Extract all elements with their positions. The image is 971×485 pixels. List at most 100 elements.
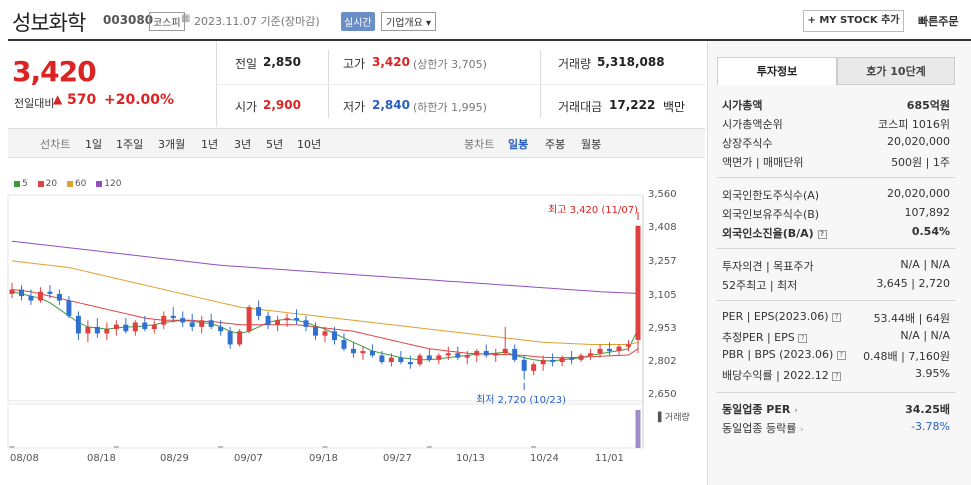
ma-5-line: [11, 291, 639, 362]
period-1w[interactable]: 1주일: [116, 138, 144, 151]
help-icon[interactable]: ?: [817, 229, 827, 239]
chevron-right-icon: ›: [794, 406, 798, 416]
candle-body: [426, 355, 432, 360]
tab-investment-info[interactable]: 투자정보: [717, 57, 837, 85]
period-weekly[interactable]: 주봉: [545, 138, 566, 151]
legend-label: 60: [74, 179, 87, 189]
candle-body: [237, 331, 243, 345]
volume-bar: [113, 446, 119, 448]
candle-body: [445, 353, 451, 356]
candle-body: [578, 355, 584, 360]
period-3m[interactable]: 3개월: [158, 138, 186, 151]
market-badge: 코스피: [149, 12, 185, 31]
high-annotation: 최고 3,420 (11/07): [548, 205, 639, 216]
legend-swatch: [96, 180, 103, 187]
mystock-add-button[interactable]: + MY STOCK 추가: [803, 10, 904, 32]
foreign-ratio-text: 외국인소진율(B/A): [722, 227, 814, 240]
price-chart[interactable]: [0, 0, 705, 485]
per-text: PER | EPS(2023.06): [722, 310, 829, 323]
candle-body: [85, 326, 91, 334]
tab-orderbook[interactable]: 호가 10단계: [837, 57, 955, 85]
period-1d[interactable]: 1일: [85, 138, 103, 151]
high-value: 3,420: [372, 55, 410, 69]
period-3y[interactable]: 3년: [234, 138, 252, 151]
candle-body: [303, 320, 309, 327]
legend-swatch: [14, 180, 20, 187]
y-tick: 3,257: [648, 256, 677, 267]
ma-20-line: [11, 289, 639, 359]
est-per-label: 추정PER | EPS ?: [722, 329, 808, 345]
help-icon[interactable]: ?: [798, 333, 808, 343]
opinion-label: 투자의견 | 목표주가: [722, 260, 814, 273]
help-icon[interactable]: ?: [832, 312, 842, 322]
chart-frame: [7, 194, 644, 402]
header-divider: [8, 39, 971, 41]
shares-label: 상장주식수: [722, 137, 773, 150]
candle-body: [369, 351, 375, 356]
y-tick: 3,560: [648, 189, 677, 200]
candle-body: [331, 331, 337, 341]
change-label: 전일대비: [14, 97, 55, 110]
candle-body: [398, 357, 404, 363]
volume-bar: [322, 446, 328, 448]
help-icon[interactable]: ?: [836, 350, 846, 360]
candle-body: [170, 315, 176, 319]
candle-body: [66, 300, 72, 316]
period-daily[interactable]: 일봉: [508, 138, 529, 151]
legend-label: 5: [22, 179, 28, 189]
candle-body: [275, 320, 281, 325]
ma-120-line: [11, 240, 639, 294]
company-overview-button[interactable]: 기업개요 ▾: [381, 12, 436, 31]
amount-unit: 백만: [663, 100, 686, 114]
candle-body: [597, 348, 603, 354]
volume-legend-label: 거래량: [664, 413, 690, 423]
par-label: 액면가 | 매매단위: [722, 156, 804, 169]
prev-close-label: 전일: [235, 57, 258, 71]
industry-rate-label[interactable]: 동일업종 등락률 ›: [722, 420, 803, 436]
candle-body: [464, 355, 470, 358]
candle-body: [417, 355, 423, 365]
x-tick: 08/18: [87, 453, 116, 464]
est-per-text: 추정PER | EPS: [722, 331, 795, 344]
dividend-value: 3.95%: [915, 367, 950, 380]
panel-divider: [717, 248, 955, 249]
divider: [216, 41, 217, 127]
volume-frame: [7, 403, 644, 449]
candle-body: [142, 322, 148, 330]
foreign-hold-value: 107,892: [904, 206, 951, 219]
candle-body: [540, 359, 546, 365]
per-label: PER | EPS(2023.06) ?: [722, 310, 842, 323]
volume-bar: [635, 410, 641, 448]
candle-body: [502, 348, 508, 354]
rank-label[interactable]: 시가총액순위: [722, 118, 783, 131]
dividend-text: 배당수익률 | 2022.12: [722, 369, 829, 382]
quick-order-link[interactable]: 빠른주문: [918, 15, 959, 28]
industry-rate-value: -3.78%: [911, 420, 950, 433]
y-tick: 2,802: [648, 356, 677, 367]
candle-body: [9, 289, 15, 294]
candle-body: [635, 225, 641, 341]
help-icon[interactable]: ?: [832, 371, 842, 381]
upper-limit: (상한가 3,705): [413, 58, 487, 71]
x-tick: 09/07: [234, 453, 263, 464]
period-10y[interactable]: 10년: [297, 138, 322, 151]
industry-per-value: 34.25배: [905, 403, 950, 416]
period-monthly[interactable]: 월봉: [581, 138, 602, 151]
par-value: 500원 | 1주: [891, 156, 950, 169]
candle-body: [294, 318, 300, 321]
x-tick: 08/08: [10, 453, 39, 464]
realtime-button[interactable]: 실시간: [341, 12, 375, 31]
pbr-text: PBR | BPS (2023.06): [722, 348, 834, 361]
ma-60-line: [11, 260, 639, 345]
candle-body: [189, 322, 195, 327]
candle-body: [550, 359, 556, 363]
candle-body: [455, 353, 461, 358]
period-1y[interactable]: 1년: [201, 138, 219, 151]
candle-body: [626, 344, 632, 347]
x-tick: 08/29: [160, 453, 189, 464]
foreign-ratio-value: 0.54%: [911, 225, 950, 238]
industry-per-label[interactable]: 동일업종 PER ›: [722, 401, 798, 417]
volume-bar: [531, 446, 537, 448]
volume-label: 거래량: [558, 57, 592, 71]
period-5y[interactable]: 5년: [266, 138, 284, 151]
